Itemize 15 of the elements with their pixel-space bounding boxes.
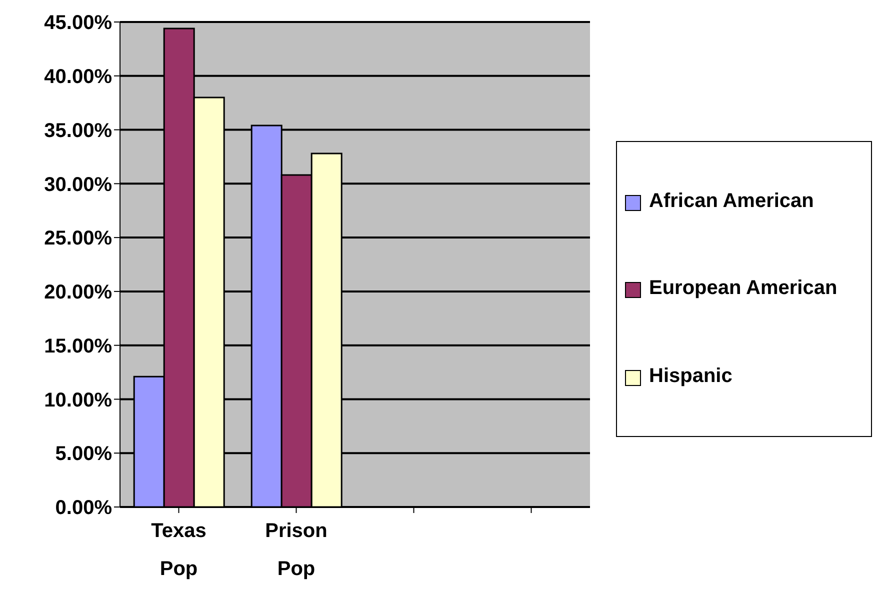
y-tick-label: 30.00% [44, 174, 112, 196]
legend-label: European American [649, 277, 838, 300]
y-tick-label: 10.00% [44, 389, 112, 412]
x-tick-label: Prison Pop [265, 520, 328, 580]
y-tick-label: 25.00% [44, 228, 112, 250]
y-tick-label: 0.00% [55, 497, 112, 520]
legend-label: African American [649, 190, 815, 214]
y-tick-label: 20.00% [44, 282, 112, 304]
y-tick-label: 5.00% [55, 443, 112, 466]
y-tick-label: 40.00% [44, 66, 112, 88]
y-tick-label: 35.00% [44, 120, 112, 142]
y-tick-label: 45.00% [44, 12, 112, 34]
x-tick-label: Texas Pop [151, 520, 206, 580]
legend-label: Hispanic [649, 364, 734, 388]
y-tick-label: 15.00% [44, 335, 112, 358]
